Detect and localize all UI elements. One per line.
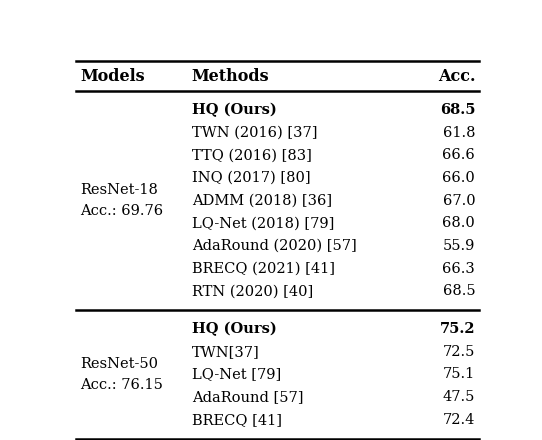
Text: 66.3: 66.3 bbox=[442, 262, 475, 276]
Text: HQ (Ours): HQ (Ours) bbox=[192, 322, 276, 336]
Text: TWN[37]: TWN[37] bbox=[192, 345, 260, 359]
Text: AdaRound (2020) [57]: AdaRound (2020) [57] bbox=[192, 239, 357, 253]
Text: AdaRound [57]: AdaRound [57] bbox=[192, 390, 303, 404]
Text: LQ-Net [79]: LQ-Net [79] bbox=[192, 367, 281, 381]
Text: 47.5: 47.5 bbox=[443, 390, 475, 404]
Text: ResNet-50
Acc.: 76.15: ResNet-50 Acc.: 76.15 bbox=[80, 357, 163, 392]
Text: BRECQ (2021) [41]: BRECQ (2021) [41] bbox=[192, 262, 334, 276]
Text: 75.1: 75.1 bbox=[443, 367, 475, 381]
Text: 61.8: 61.8 bbox=[443, 125, 475, 139]
Text: INQ (2017) [80]: INQ (2017) [80] bbox=[192, 171, 310, 185]
Text: HQ (Ours): HQ (Ours) bbox=[192, 103, 276, 117]
Text: 68.5: 68.5 bbox=[440, 103, 475, 117]
Text: ADMM (2018) [36]: ADMM (2018) [36] bbox=[192, 194, 332, 208]
Text: Methods: Methods bbox=[192, 68, 269, 85]
Text: 75.2: 75.2 bbox=[440, 322, 475, 336]
Text: 72.5: 72.5 bbox=[443, 345, 475, 359]
Text: 72.4: 72.4 bbox=[443, 413, 475, 427]
Text: 67.0: 67.0 bbox=[443, 194, 475, 208]
Text: LQ-Net (2018) [79]: LQ-Net (2018) [79] bbox=[192, 216, 334, 231]
Text: BRECQ [41]: BRECQ [41] bbox=[192, 413, 282, 427]
Text: 66.6: 66.6 bbox=[442, 148, 475, 162]
Text: ResNet-18
Acc.: 69.76: ResNet-18 Acc.: 69.76 bbox=[80, 183, 164, 218]
Text: 68.5: 68.5 bbox=[443, 285, 475, 298]
Text: Models: Models bbox=[80, 68, 145, 85]
Text: TWN (2016) [37]: TWN (2016) [37] bbox=[192, 125, 317, 139]
Text: RTN (2020) [40]: RTN (2020) [40] bbox=[192, 285, 313, 298]
Text: Acc.: Acc. bbox=[438, 68, 475, 85]
Text: 68.0: 68.0 bbox=[442, 216, 475, 231]
Text: 66.0: 66.0 bbox=[442, 171, 475, 185]
Text: TTQ (2016) [83]: TTQ (2016) [83] bbox=[192, 148, 312, 162]
Text: 55.9: 55.9 bbox=[443, 239, 475, 253]
